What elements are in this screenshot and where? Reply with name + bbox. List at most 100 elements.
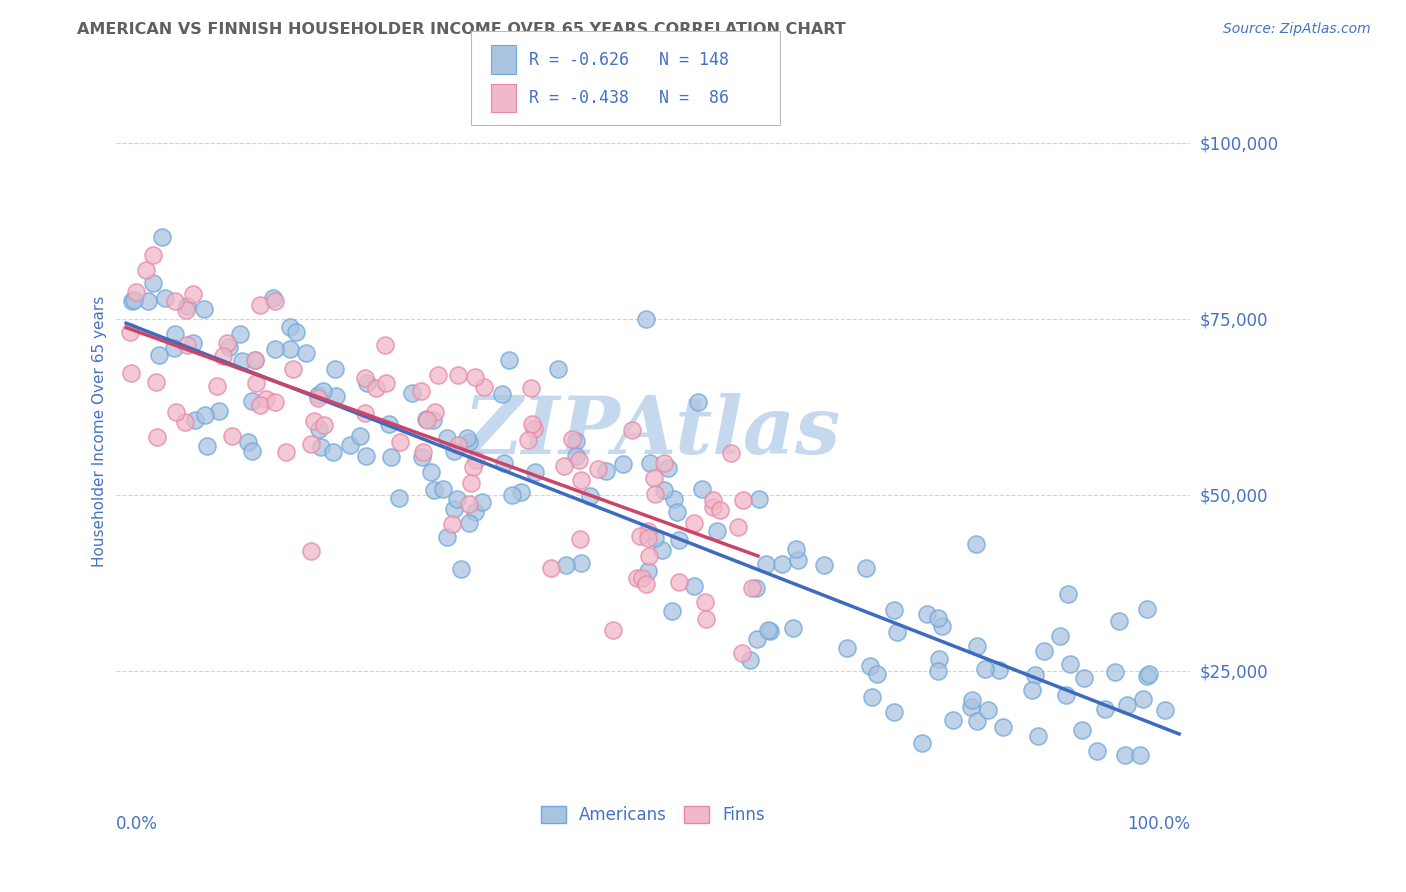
Point bbox=[519, 381, 541, 395]
Point bbox=[520, 417, 543, 431]
Point bbox=[987, 663, 1010, 677]
Point bbox=[927, 664, 949, 678]
Point bbox=[460, 475, 482, 490]
Point bbox=[308, 422, 330, 436]
Point bbox=[356, 376, 378, 390]
Point bbox=[284, 326, 307, 340]
Text: 0.0%: 0.0% bbox=[115, 814, 157, 832]
Point bbox=[630, 571, 652, 585]
Text: 100.0%: 100.0% bbox=[1126, 814, 1189, 832]
Point bbox=[702, 500, 724, 514]
Point bbox=[745, 581, 768, 595]
Point bbox=[578, 489, 600, 503]
Point bbox=[280, 320, 302, 334]
Y-axis label: Householder Income Over 65 years: Householder Income Over 65 years bbox=[93, 296, 107, 567]
Point bbox=[181, 336, 204, 351]
Point bbox=[859, 659, 882, 673]
Point bbox=[554, 558, 576, 572]
Point bbox=[621, 423, 644, 437]
Point bbox=[568, 453, 591, 467]
Point bbox=[738, 653, 761, 667]
Point bbox=[183, 413, 205, 427]
Point bbox=[733, 493, 755, 508]
Point bbox=[436, 530, 458, 544]
Point bbox=[772, 557, 794, 571]
Point bbox=[364, 382, 387, 396]
Point bbox=[262, 291, 284, 305]
Point bbox=[245, 376, 267, 390]
Point bbox=[498, 353, 520, 368]
Point bbox=[427, 368, 450, 383]
Point bbox=[668, 533, 690, 547]
Point bbox=[176, 338, 198, 352]
Point bbox=[136, 294, 159, 309]
Point bbox=[423, 405, 446, 419]
Point bbox=[240, 443, 263, 458]
Text: R = -0.626   N = 148: R = -0.626 N = 148 bbox=[529, 51, 728, 69]
Point bbox=[354, 450, 377, 464]
Point bbox=[665, 505, 688, 519]
Point bbox=[786, 553, 808, 567]
Point bbox=[524, 465, 547, 479]
Point bbox=[409, 384, 432, 398]
Point bbox=[375, 376, 398, 391]
Point bbox=[686, 395, 709, 409]
Point bbox=[165, 293, 187, 308]
Point bbox=[218, 340, 240, 354]
Point bbox=[636, 312, 658, 326]
Point bbox=[464, 504, 486, 518]
Point bbox=[662, 491, 685, 506]
Point bbox=[294, 346, 316, 360]
Point bbox=[651, 543, 673, 558]
Point bbox=[307, 388, 329, 402]
Point bbox=[148, 348, 170, 362]
Point bbox=[120, 366, 142, 380]
Point bbox=[456, 431, 478, 445]
Point bbox=[122, 293, 145, 307]
Point bbox=[152, 230, 174, 244]
Point bbox=[1114, 748, 1136, 763]
Point bbox=[263, 293, 285, 308]
Point bbox=[135, 263, 157, 277]
Point bbox=[1085, 744, 1108, 758]
Point bbox=[388, 491, 411, 506]
Point bbox=[243, 353, 266, 368]
Point bbox=[517, 433, 540, 447]
Point bbox=[569, 474, 592, 488]
Point bbox=[966, 639, 988, 653]
Point bbox=[883, 602, 905, 616]
Point bbox=[1073, 671, 1095, 685]
Point bbox=[231, 353, 253, 368]
Point bbox=[1136, 602, 1159, 616]
Point bbox=[1024, 668, 1046, 682]
Point bbox=[644, 487, 666, 501]
Point bbox=[120, 326, 142, 340]
Point bbox=[464, 369, 486, 384]
Point bbox=[242, 394, 264, 409]
Point bbox=[263, 343, 285, 357]
Point bbox=[644, 531, 666, 545]
Point bbox=[602, 623, 624, 637]
Point bbox=[927, 611, 949, 625]
Point bbox=[720, 446, 742, 460]
Point bbox=[471, 494, 494, 508]
Point bbox=[523, 422, 546, 436]
Point bbox=[217, 336, 239, 351]
Point bbox=[695, 612, 717, 626]
Point bbox=[860, 690, 883, 705]
Point bbox=[553, 458, 575, 473]
Point bbox=[121, 294, 143, 309]
Point bbox=[146, 430, 169, 444]
Point bbox=[457, 434, 479, 449]
Point bbox=[690, 483, 713, 497]
Point bbox=[353, 370, 375, 384]
Point bbox=[165, 327, 187, 342]
Point bbox=[942, 713, 965, 727]
Point bbox=[423, 483, 446, 497]
Point bbox=[928, 652, 950, 666]
Point bbox=[727, 520, 749, 534]
Point bbox=[422, 413, 444, 427]
Point bbox=[1021, 683, 1043, 698]
Point bbox=[153, 291, 176, 305]
Point bbox=[745, 632, 768, 646]
